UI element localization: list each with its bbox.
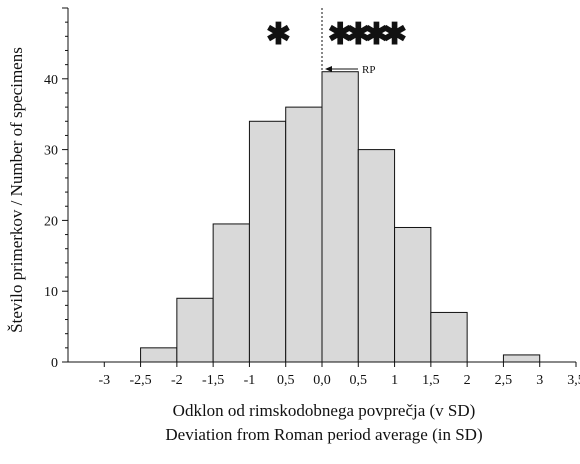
histogram-bar bbox=[430, 311, 468, 363]
x-tick-label: 0,0 bbox=[313, 373, 331, 388]
y-tick-label: 0 bbox=[51, 356, 58, 371]
asterisk-marker: ✱ bbox=[346, 18, 371, 51]
x-tick-label: 1 bbox=[391, 373, 398, 388]
histogram-bar bbox=[248, 120, 287, 363]
x-tick-label: -1 bbox=[244, 373, 256, 388]
rp-arrow-head bbox=[325, 66, 332, 72]
x-tick-label: 0,5 bbox=[277, 373, 295, 388]
y-axis-label: Število primerkov / Number of specimens bbox=[7, 47, 26, 333]
x-tick-label: 0,5 bbox=[350, 373, 368, 388]
x-tick-label: 3 bbox=[536, 373, 543, 388]
histogram-bar bbox=[394, 226, 432, 363]
x-axis-label-english: Deviation from Roman period average (in … bbox=[165, 425, 482, 444]
histogram-bar bbox=[285, 106, 323, 363]
y-tick-label: 10 bbox=[44, 285, 58, 300]
histogram-bar bbox=[321, 71, 359, 363]
x-axis-label-slovene: Odklon od rimskodobnega povprečja (v SD) bbox=[173, 401, 476, 420]
histogram-bar bbox=[502, 354, 541, 363]
x-tick-label: -1,5 bbox=[202, 373, 224, 388]
significance-markers-group: ✱ ✱✱✱✱ bbox=[266, 18, 407, 51]
x-tick-label: 1,5 bbox=[422, 373, 440, 388]
x-ticks-group: -3 -2,5 -2 -1,5 -1 0,5 0,0 0,5 1 1,5 2 2,5 3 3,5 bbox=[98, 362, 580, 388]
asterisk-marker: ✱ bbox=[266, 18, 291, 51]
y-tick-label: 30 bbox=[44, 144, 58, 159]
histogram-bar bbox=[176, 297, 214, 363]
bars-group bbox=[140, 71, 541, 363]
x-tick-label: -2 bbox=[171, 373, 183, 388]
x-tick-label: 2,5 bbox=[495, 373, 513, 388]
x-tick-label: -2,5 bbox=[129, 373, 151, 388]
asterisk-marker: ✱ bbox=[382, 18, 407, 51]
reference-line-group: RP bbox=[321, 8, 375, 76]
histogram-bar bbox=[212, 223, 250, 363]
asterisk-marker: ✱ bbox=[328, 18, 353, 51]
rp-label: RP bbox=[362, 64, 375, 76]
y-tick-label: 40 bbox=[44, 73, 58, 88]
x-tick-label: 3,5 bbox=[567, 373, 580, 388]
x-tick-label: -3 bbox=[98, 373, 110, 388]
histogram-bar bbox=[357, 149, 396, 363]
y-tick-label: 20 bbox=[44, 214, 58, 229]
x-tick-label: 2 bbox=[464, 373, 471, 388]
asterisk-marker: ✱ bbox=[364, 18, 389, 51]
y-ticks-group: 0 10 20 30 40 bbox=[44, 7, 68, 371]
histogram-bar bbox=[140, 347, 178, 363]
